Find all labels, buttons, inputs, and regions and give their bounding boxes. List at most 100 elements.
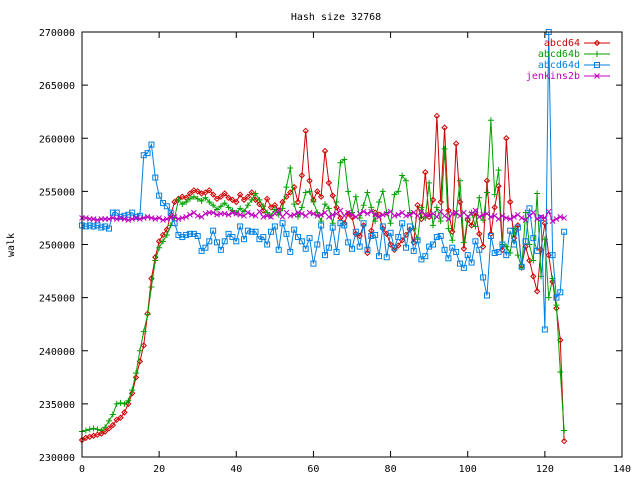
x-tick-label: 120	[536, 464, 554, 475]
data-point-marker	[202, 194, 209, 201]
data-point-marker	[460, 245, 468, 252]
data-point-marker	[210, 227, 217, 234]
data-point-marker	[352, 230, 360, 238]
data-point-marker	[98, 430, 105, 437]
data-point-marker	[94, 426, 101, 433]
data-point-marker	[90, 223, 97, 230]
data-point-marker	[237, 205, 244, 212]
data-point-marker	[464, 252, 471, 259]
data-point-marker	[129, 387, 136, 394]
data-point-marker	[376, 199, 382, 205]
data-point-marker	[322, 252, 328, 259]
data-point-marker	[553, 294, 560, 301]
data-point-marker	[202, 244, 209, 251]
data-point-marker	[152, 257, 159, 264]
data-point-marker	[376, 214, 382, 220]
data-point-marker	[291, 226, 298, 233]
data-point-marker	[561, 427, 568, 434]
data-point-marker	[117, 414, 124, 421]
data-point-marker	[530, 209, 537, 216]
data-point-marker	[545, 208, 552, 215]
data-point-marker	[325, 205, 332, 212]
data-point-marker	[333, 204, 340, 211]
data-point-marker	[372, 218, 379, 225]
data-point-marker	[468, 222, 475, 229]
data-point-marker	[160, 200, 166, 207]
data-point-marker	[349, 211, 355, 218]
data-point-marker	[426, 179, 433, 186]
data-point-marker	[294, 198, 302, 206]
data-point-marker	[460, 239, 467, 246]
data-point-marker	[372, 211, 378, 218]
data-point-marker	[252, 228, 259, 235]
data-point-marker	[144, 311, 151, 318]
data-point-marker	[434, 214, 440, 220]
x-tick-label: 40	[230, 464, 242, 475]
x-tick-label: 140	[613, 464, 631, 475]
data-point-marker	[368, 233, 375, 239]
y-tick-label: 235000	[39, 400, 75, 411]
data-point-marker	[140, 328, 147, 335]
data-point-marker	[418, 256, 425, 263]
data-point-marker	[476, 246, 483, 253]
data-point-marker	[522, 243, 529, 250]
data-point-marker	[310, 260, 317, 267]
data-point-marker	[183, 199, 190, 205]
data-point-marker	[302, 189, 309, 196]
data-point-marker	[187, 211, 193, 218]
data-point-marker	[376, 253, 382, 260]
data-point-marker	[245, 209, 251, 216]
data-point-marker	[210, 209, 216, 216]
data-point-marker	[236, 191, 244, 198]
data-point-marker	[526, 257, 533, 264]
data-point-marker	[507, 216, 513, 222]
y-tick-label: 240000	[39, 347, 75, 358]
data-point-marker	[125, 397, 132, 404]
data-point-marker	[491, 250, 498, 256]
data-point-marker	[291, 211, 297, 218]
data-point-marker	[484, 189, 490, 196]
data-point-marker	[503, 135, 510, 142]
data-point-marker	[352, 228, 359, 235]
data-point-marker	[310, 210, 317, 217]
data-point-marker	[549, 278, 556, 285]
data-point-marker	[268, 228, 274, 235]
data-point-marker	[399, 220, 406, 227]
data-point-marker	[449, 244, 456, 251]
data-point-marker	[429, 196, 437, 204]
data-point-marker	[299, 210, 305, 217]
data-point-marker	[468, 259, 475, 266]
data-point-marker	[98, 427, 105, 434]
data-point-marker	[480, 274, 487, 281]
data-point-marker	[237, 223, 244, 230]
data-point-marker	[283, 230, 290, 237]
data-point-marker	[128, 390, 136, 397]
data-point-marker	[233, 238, 240, 245]
data-point-marker	[352, 193, 359, 200]
data-point-marker	[325, 179, 333, 187]
data-point-marker	[542, 215, 548, 221]
data-point-marker	[593, 39, 601, 47]
data-point-marker	[163, 231, 170, 238]
data-point-marker	[383, 254, 390, 261]
data-point-marker	[233, 198, 240, 206]
data-point-marker	[418, 204, 425, 211]
data-point-marker	[452, 140, 460, 147]
data-point-marker	[241, 208, 247, 215]
data-point-marker	[430, 241, 436, 248]
data-point-marker	[349, 245, 355, 252]
data-point-marker	[144, 150, 151, 157]
data-point-marker	[306, 188, 313, 195]
data-point-marker	[244, 202, 251, 209]
data-point-marker	[295, 234, 301, 241]
data-point-marker	[345, 188, 352, 195]
data-point-marker	[437, 218, 444, 225]
data-point-marker	[329, 224, 336, 231]
data-point-marker	[487, 117, 494, 124]
data-point-marker	[514, 252, 521, 259]
data-point-marker	[426, 212, 432, 219]
data-point-marker	[530, 235, 537, 242]
data-point-marker	[325, 244, 332, 251]
data-point-marker	[275, 246, 282, 253]
data-point-marker	[533, 288, 541, 295]
